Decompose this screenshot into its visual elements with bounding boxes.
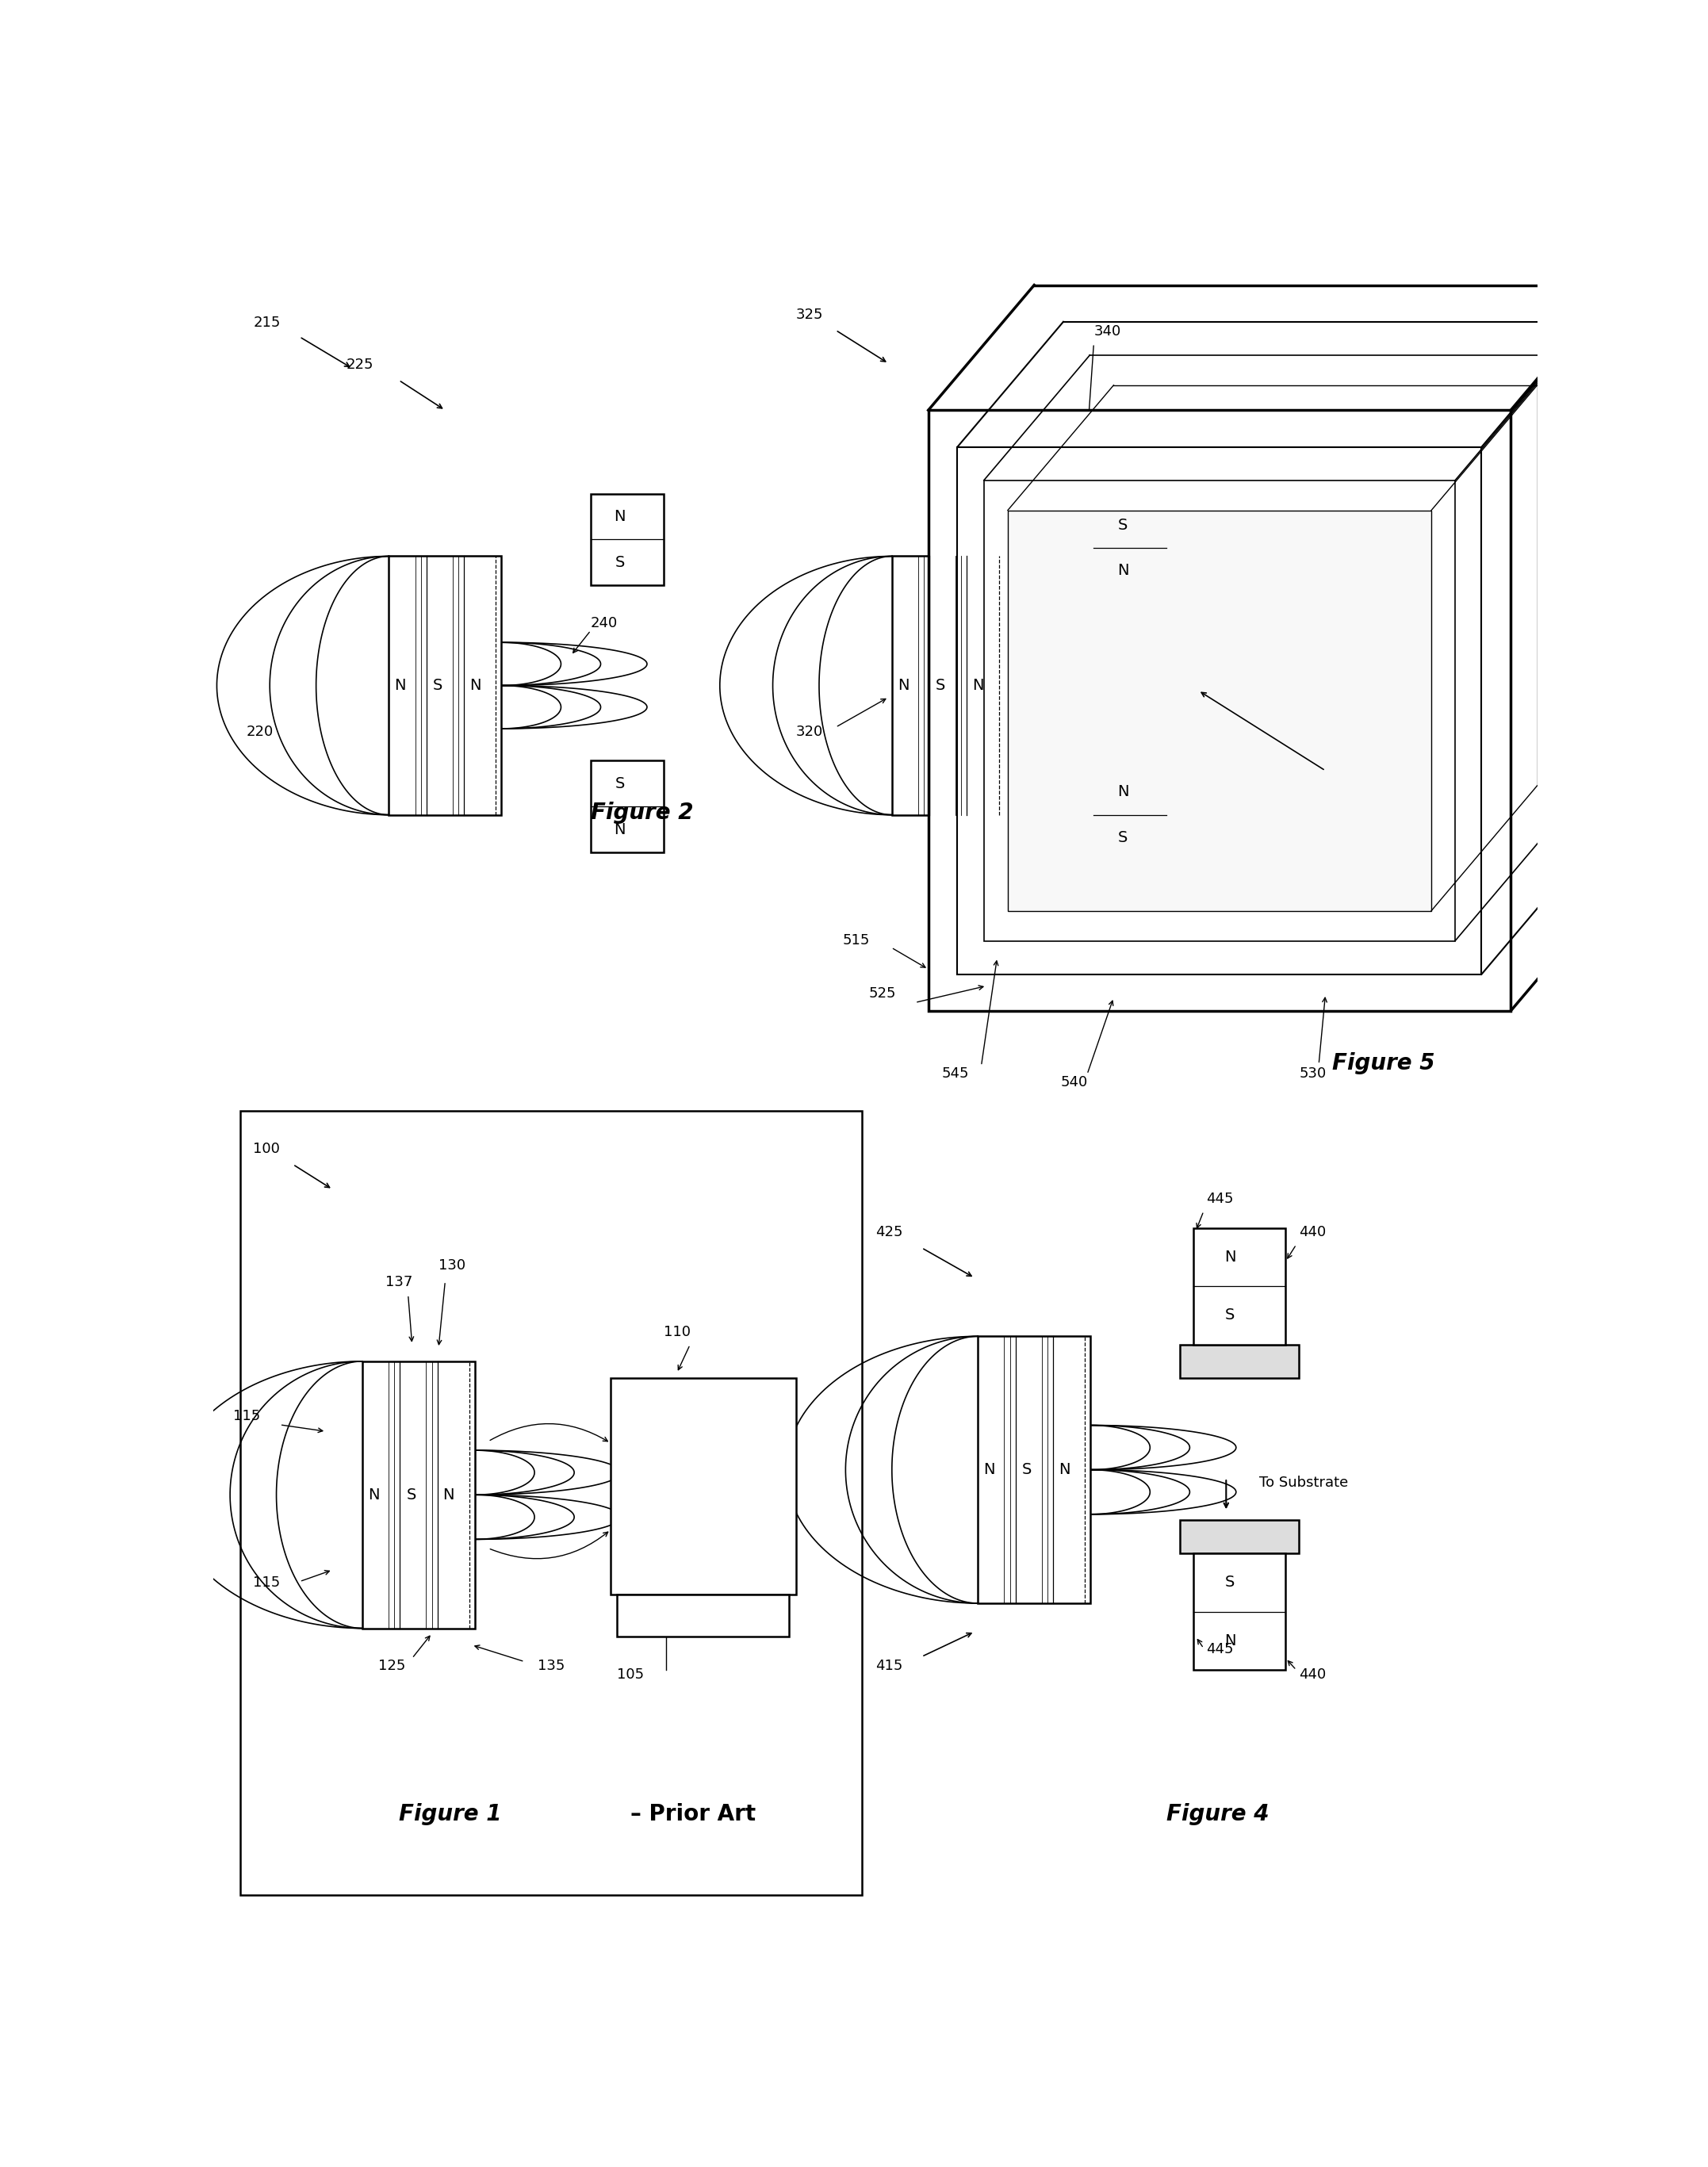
Bar [389,557,502,815]
Text: 115: 115 [232,1409,260,1424]
Text: S: S [936,678,946,693]
Bar [1180,1344,1300,1378]
Bar [1194,1229,1286,1344]
Text: 540: 540 [1061,1075,1088,1090]
Text: 415: 415 [876,1660,902,1673]
Text: 340: 340 [1093,858,1120,873]
Text: N: N [897,678,909,693]
Polygon shape [1008,509,1431,910]
Bar [892,557,1004,815]
Text: – Prior Art: – Prior Art [630,1803,757,1825]
Text: S: S [615,776,625,791]
Text: N: N [615,821,625,836]
Text: 240: 240 [591,615,618,631]
Text: 105: 105 [617,1666,644,1682]
Text: S: S [1225,1575,1235,1591]
Text: Figure 2: Figure 2 [591,802,693,823]
Text: 100: 100 [253,1142,280,1155]
Text: N: N [984,1463,996,1478]
Text: S: S [1021,1463,1032,1478]
Polygon shape [984,481,1455,940]
Text: 115: 115 [253,1575,280,1591]
Text: 130: 130 [439,1259,465,1272]
Text: Figure 5: Figure 5 [1332,1051,1435,1075]
Text: 135: 135 [538,1660,565,1673]
Polygon shape [929,410,1512,1010]
Text: 110: 110 [663,1326,690,1339]
Text: S: S [1119,518,1127,533]
Text: S: S [432,678,442,693]
Text: 445: 445 [1206,1643,1233,1656]
Text: 525: 525 [869,986,897,1001]
Text: N: N [615,509,625,524]
Bar [239,1112,863,1896]
Text: 125: 125 [379,1660,407,1673]
Text: 515: 515 [842,934,869,947]
Text: 340: 340 [1093,325,1120,338]
Bar [617,1595,789,1636]
Text: N: N [1225,1634,1237,1649]
Bar [591,494,663,585]
Text: 137: 137 [386,1274,412,1289]
Text: S: S [1225,1309,1235,1324]
Text: 545: 545 [941,1066,968,1081]
Bar [1093,503,1167,594]
Text: 215: 215 [253,316,280,329]
Text: S: S [1119,830,1127,845]
Text: N: N [470,678,482,693]
Text: N: N [972,678,984,693]
Text: 440: 440 [1298,1224,1325,1240]
Bar [1180,1519,1300,1554]
Text: N: N [442,1487,454,1502]
Text: N: N [1117,784,1129,800]
Text: S: S [615,555,625,570]
Bar [1194,1554,1286,1671]
Text: N: N [1225,1250,1237,1266]
Bar [1093,769,1167,860]
Bar [611,1378,796,1595]
Text: 325: 325 [796,308,823,321]
Text: 320: 320 [796,724,823,739]
Text: 220: 220 [246,724,273,739]
Text: 530: 530 [1300,1066,1325,1081]
Text: N: N [395,678,407,693]
Polygon shape [958,446,1481,975]
Text: N: N [367,1487,379,1502]
Text: Figure 4: Figure 4 [1167,1803,1269,1825]
Text: 425: 425 [876,1224,904,1240]
Text: 225: 225 [347,358,374,373]
Text: Figure 1: Figure 1 [400,1803,502,1825]
Text: 440: 440 [1298,1666,1325,1682]
Bar [591,761,663,852]
Text: S: S [407,1487,417,1502]
Bar [362,1361,475,1627]
Text: To Substrate: To Substrate [1259,1476,1348,1489]
Text: N: N [1059,1463,1069,1478]
Text: N: N [1117,563,1129,579]
Text: Figure 3: Figure 3 [1093,451,1196,472]
Bar [979,1337,1090,1604]
Text: 445: 445 [1206,1192,1233,1207]
